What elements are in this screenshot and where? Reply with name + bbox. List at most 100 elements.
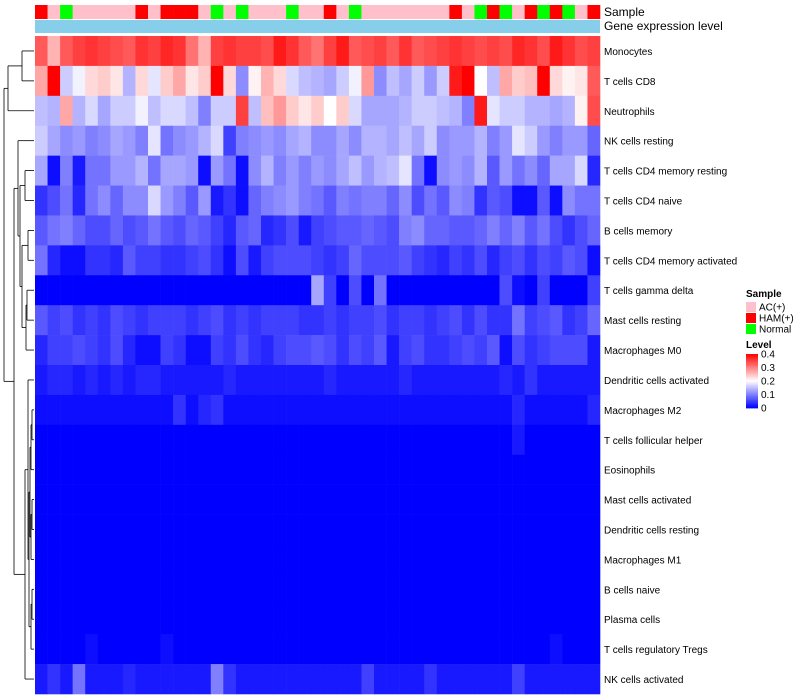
heatmap-cell xyxy=(298,95,312,127)
heatmap-cell xyxy=(562,454,576,485)
row-label: Mast cells resting xyxy=(604,316,681,327)
heatmap-cell xyxy=(148,394,161,426)
heatmap-cell xyxy=(148,36,161,67)
heatmap-cell xyxy=(361,215,375,246)
heatmap-cell xyxy=(60,155,73,186)
heatmap-cell xyxy=(323,365,337,396)
heatmap-cell xyxy=(261,305,274,336)
heatmap-cell xyxy=(348,574,362,605)
heatmap-cell xyxy=(436,95,450,127)
heatmap-cell xyxy=(499,245,513,276)
heatmap-cell xyxy=(512,484,525,515)
heatmap-cell xyxy=(499,215,513,246)
heatmap-cell xyxy=(386,335,400,366)
heatmap-cell xyxy=(210,454,224,485)
heatmap-cell xyxy=(512,335,525,366)
heatmap-cell xyxy=(235,155,249,186)
heatmap-cell xyxy=(148,95,161,127)
heatmap-cell xyxy=(97,65,111,97)
heatmap-cell xyxy=(537,335,551,366)
heatmap-cell xyxy=(135,36,149,67)
heatmap-cell xyxy=(210,95,224,127)
heatmap-cell xyxy=(374,95,387,127)
heatmap-cell xyxy=(235,245,249,276)
heatmap-cell xyxy=(286,424,299,456)
heatmap-cell xyxy=(474,305,488,336)
heatmap-cell xyxy=(399,185,412,216)
heatmap-cell xyxy=(474,365,488,396)
heatmap-cell xyxy=(361,424,375,456)
heatmap-cell xyxy=(35,514,48,545)
sample-annotation-cell xyxy=(235,5,249,19)
heatmap-cell xyxy=(60,125,73,156)
heatmap-cell xyxy=(311,544,325,575)
heatmap-cell xyxy=(411,215,425,246)
heatmap-cell xyxy=(361,514,375,545)
heatmap-cell xyxy=(374,574,387,605)
heatmap-cell xyxy=(60,305,73,336)
heatmap-cell xyxy=(185,424,199,456)
row-label: T cells gamma delta xyxy=(604,286,694,297)
heatmap-cell xyxy=(336,424,350,456)
row-label: T cells follicular helper xyxy=(604,436,703,447)
heatmap-cell xyxy=(223,36,237,67)
heatmap-cell xyxy=(185,634,199,665)
heatmap-cell xyxy=(35,454,48,485)
heatmap-cell xyxy=(210,305,224,336)
heatmap-cell xyxy=(386,65,400,97)
heatmap-cell xyxy=(298,454,312,485)
heatmap-cell xyxy=(461,185,475,216)
heatmap-cell xyxy=(223,335,237,366)
heatmap-cell xyxy=(198,365,212,396)
heatmap-cell xyxy=(461,604,475,635)
heatmap-cell xyxy=(210,335,224,366)
heatmap-cell xyxy=(97,185,111,216)
heatmap-cell xyxy=(185,335,199,366)
heatmap-cell xyxy=(248,634,262,665)
heatmap-cell xyxy=(336,394,350,426)
heatmap-cell xyxy=(374,65,387,97)
heatmap-cell xyxy=(461,245,475,276)
sample-annotation-cell xyxy=(562,5,576,19)
heatmap-cell xyxy=(449,245,463,276)
heatmap-cell xyxy=(424,454,438,485)
heatmap-cell xyxy=(311,305,325,336)
heatmap-cell xyxy=(562,514,576,545)
heatmap-cell xyxy=(298,514,312,545)
heatmap-cell xyxy=(72,634,86,665)
heatmap-cell xyxy=(436,125,450,156)
heatmap-cell xyxy=(85,634,99,665)
heatmap-cell xyxy=(311,155,325,186)
heatmap-cell xyxy=(148,215,161,246)
heatmap-cell xyxy=(185,664,199,695)
heatmap-cell xyxy=(587,424,601,456)
heatmap-cell xyxy=(424,245,438,276)
heatmap-cell xyxy=(512,95,525,127)
gene-expression-annotation-bar xyxy=(35,20,600,33)
heatmap-cell xyxy=(574,36,588,67)
heatmap-cell xyxy=(348,664,362,695)
heatmap-cell xyxy=(47,275,61,306)
heatmap-cell xyxy=(160,155,174,186)
heatmap-cell xyxy=(361,394,375,426)
heatmap-cell xyxy=(110,634,124,665)
heatmap-cell xyxy=(160,514,174,545)
heatmap-cell xyxy=(374,634,387,665)
heatmap-cell xyxy=(248,574,262,605)
sample-annotation-cell xyxy=(461,5,475,19)
heatmap-cell xyxy=(97,454,111,485)
heatmap-cell xyxy=(361,305,375,336)
heatmap-cell xyxy=(47,514,61,545)
heatmap-cell xyxy=(286,125,299,156)
heatmap-cell xyxy=(537,65,551,97)
heatmap-cell xyxy=(449,36,463,67)
sample-annotation-cell xyxy=(148,5,161,19)
heatmap-cell xyxy=(411,424,425,456)
heatmap-cell xyxy=(487,36,500,67)
heatmap-cell xyxy=(562,574,576,605)
heatmap-cell xyxy=(185,365,199,396)
level-legend-gradient-step xyxy=(746,378,758,381)
heatmap-cell xyxy=(461,394,475,426)
heatmap-cell xyxy=(374,36,387,67)
heatmap-cell xyxy=(85,245,99,276)
